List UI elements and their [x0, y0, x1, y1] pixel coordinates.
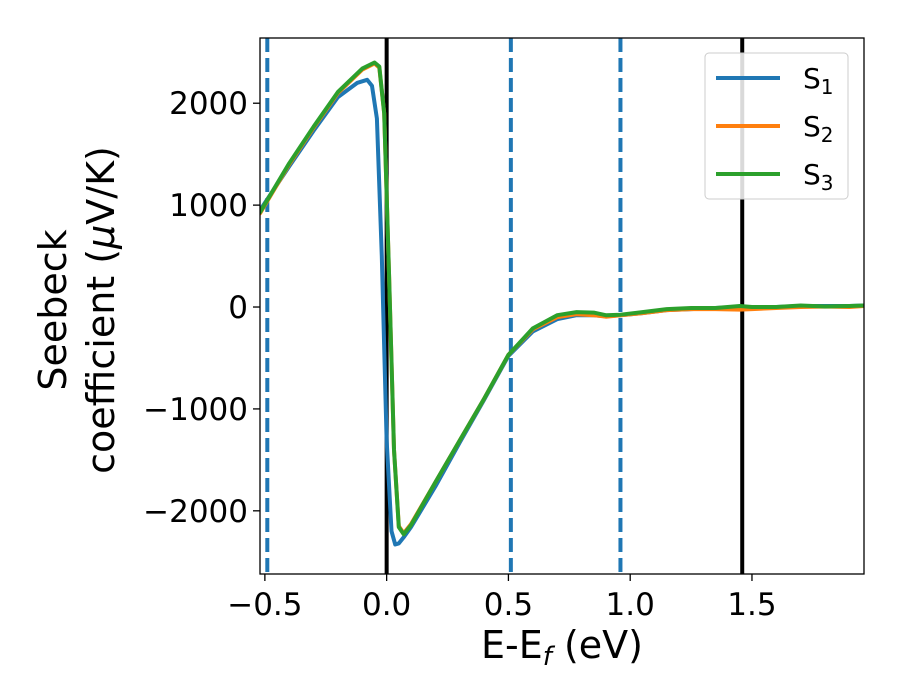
y-tick-label: −2000: [143, 494, 248, 530]
y-axis-label: Seebeck coefficient (μV/K): [31, 146, 123, 474]
legend-label-S2: S2: [803, 110, 834, 147]
legend-label-S3: S3: [803, 158, 834, 195]
x-tick-label: 0.5: [484, 587, 533, 623]
x-axis-label: E-Ef (eV): [481, 623, 643, 672]
y-tick-label: 2000: [169, 86, 248, 122]
x-tick-label: −0.5: [227, 587, 302, 623]
y-tick-label: 1000: [169, 188, 248, 224]
plot-frame: [259, 37, 865, 575]
y-tick-label: 0: [228, 290, 248, 326]
series-lines: [260, 60, 864, 547]
y-axis-ticks: 2000 1000 0 −1000 −2000: [143, 86, 260, 530]
legend-label-S1: S1: [803, 62, 834, 99]
x-tick-label: 0.0: [362, 587, 411, 623]
x-tick-label: 1.0: [606, 587, 655, 623]
series-line-S3: [260, 60, 864, 537]
y-tick-label: −1000: [143, 392, 248, 428]
y-axis-label-line1: Seebeck: [31, 229, 75, 390]
vertical-reference-lines: [265, 38, 745, 574]
x-tick-label: 1.5: [727, 587, 776, 623]
y-axis-label-line2: coefficient (μV/K): [79, 146, 123, 474]
x-axis-ticks: −0.5 0.0 0.5 1.0 1.5: [227, 574, 777, 623]
legend: S1 S2 S3: [704, 52, 849, 200]
